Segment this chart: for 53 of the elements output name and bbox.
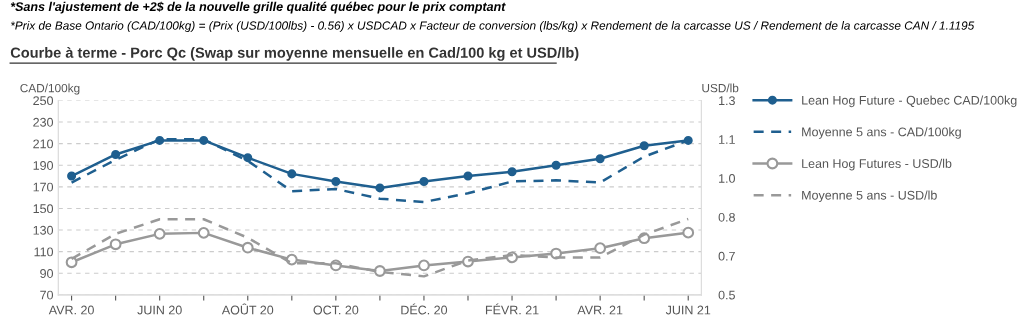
point [418, 259, 430, 272]
point [243, 153, 253, 163]
x-tick-label: DÉC. 20 [401, 303, 448, 315]
y-tick-label: 170 [33, 182, 54, 192]
y-axis-title: CAD/100kg [20, 83, 80, 95]
x-tick-label: AOÛT 20 [221, 303, 274, 315]
y-tick-label: 130 [33, 225, 54, 235]
point [639, 141, 649, 151]
point [331, 176, 341, 186]
point [551, 160, 561, 170]
text: *Prix de Base Ontario (CAD/100kg) = (Prix (USD/100lbs) - 0.56) x USDCAD x Facteur de conversion (lbs/kg) x Rendement de la carcasse US / Rendement de la carcasse CAN / 1.1195 [10, 21, 975, 33]
y-tick-label: 210 [33, 139, 54, 149]
point [419, 176, 429, 186]
y2-tick-label: 1.0 [719, 174, 735, 183]
text: *Sans l'ajustement de +2$ de la nouvelle grille qualité québec pour le prix comptant [10, 1, 506, 14]
x-tick-label: AVR. 20 [48, 305, 94, 315]
point [111, 149, 121, 159]
y-tick-label: 110 [34, 247, 54, 257]
y-tick-label: 150 [33, 204, 54, 214]
x-tick-label: AVR. 21 [577, 305, 623, 315]
x-tick-label: OCT. 20 [313, 305, 359, 315]
point [153, 227, 166, 240]
y2-axis-title: USD/lb [702, 83, 739, 93]
chart-title: Courbe à terme - Porc Qc (Swap sur moyenne mensuelle en Cad/100 kg et USD/lb) [10, 46, 579, 61]
legend-label: Lean Hog Futures - USD/lb [802, 158, 952, 171]
legend-label: Moyenne 5 ans - CAD/100kg [802, 127, 961, 139]
x-tick-label: JUIN 20 [137, 305, 182, 315]
point [375, 183, 385, 193]
y2-tick-label: 0.8 [718, 212, 735, 222]
point [463, 171, 473, 181]
legend-label: Moyenne 5 ans - USD/lb [802, 190, 937, 203]
x-tick-label: FÉVR. 21 [485, 303, 539, 315]
y-tick-label: 230 [33, 117, 54, 127]
y-tick-label: 70 [40, 290, 54, 300]
point [197, 226, 210, 239]
y-tick-label: 250 [33, 96, 54, 106]
point [67, 171, 77, 181]
legend-label: Lean Hog Future - Quebec CAD/100kg [802, 95, 1017, 108]
y2-tick-label: 1.1 [719, 135, 735, 144]
y-tick-label: 190 [33, 161, 54, 170]
point [594, 242, 607, 255]
y-tick-label: 90 [40, 269, 54, 278]
point [595, 154, 605, 164]
y2-tick-label: 0.5 [718, 290, 735, 300]
point [682, 226, 695, 239]
y2-tick-label: 1.3 [719, 96, 735, 106]
point [374, 265, 386, 277]
point [241, 241, 254, 254]
x-tick-label: JUIN 21 [665, 305, 711, 315]
point [109, 238, 122, 251]
y2-tick-label: 0.7 [718, 251, 735, 261]
point [287, 169, 297, 179]
point [507, 167, 517, 177]
